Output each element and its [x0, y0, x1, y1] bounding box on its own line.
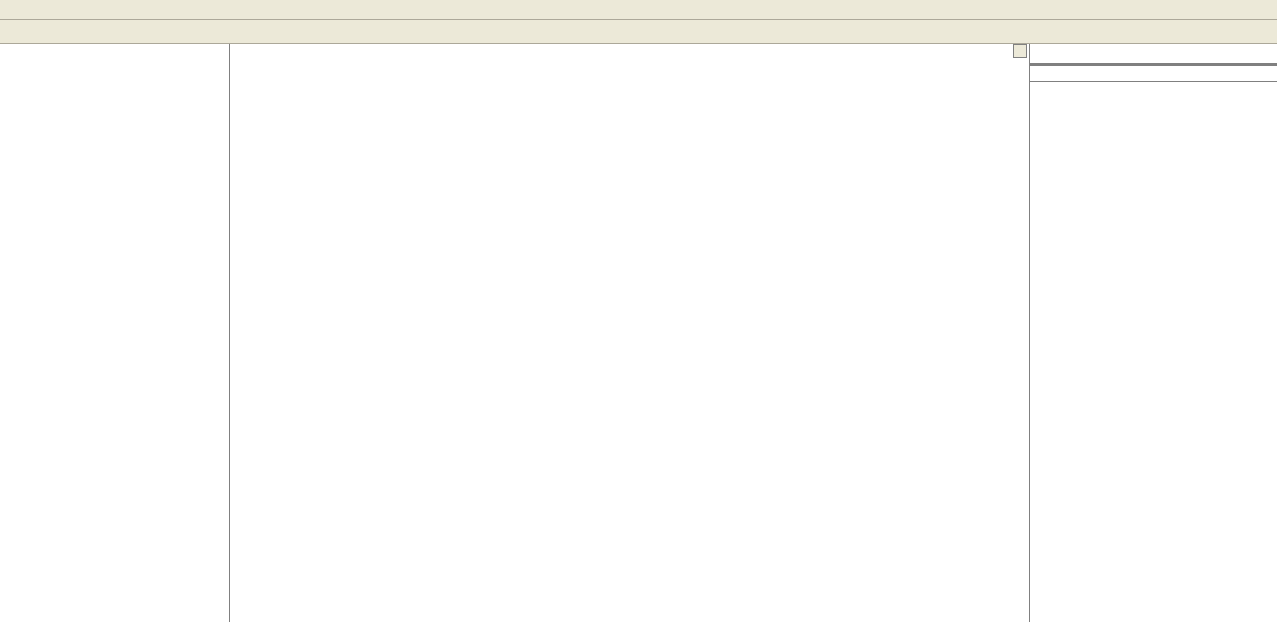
th-time [1030, 66, 1084, 81]
th-add [1156, 66, 1188, 81]
index-change [118, 44, 229, 60]
th-price [1084, 66, 1128, 81]
main-area [0, 44, 1277, 622]
toolbar [0, 20, 1277, 44]
price-chart[interactable] [230, 58, 530, 208]
col-pct [160, 60, 229, 76]
maximize-icon[interactable] [1013, 44, 1027, 58]
th-vol [1128, 66, 1156, 81]
symbol-header [1030, 44, 1277, 64]
chart-panel[interactable] [230, 44, 1029, 622]
col-name [0, 60, 66, 76]
tick-header [1030, 66, 1277, 82]
constituents-panel [0, 44, 230, 622]
th-type [1188, 66, 1277, 81]
column-headers [0, 60, 229, 76]
index-name [0, 44, 66, 60]
index-price [66, 44, 118, 60]
quote-panel [1029, 44, 1277, 622]
col-last [108, 60, 160, 76]
index-header [0, 44, 229, 60]
col-weight [66, 60, 108, 76]
menubar [0, 0, 1277, 20]
